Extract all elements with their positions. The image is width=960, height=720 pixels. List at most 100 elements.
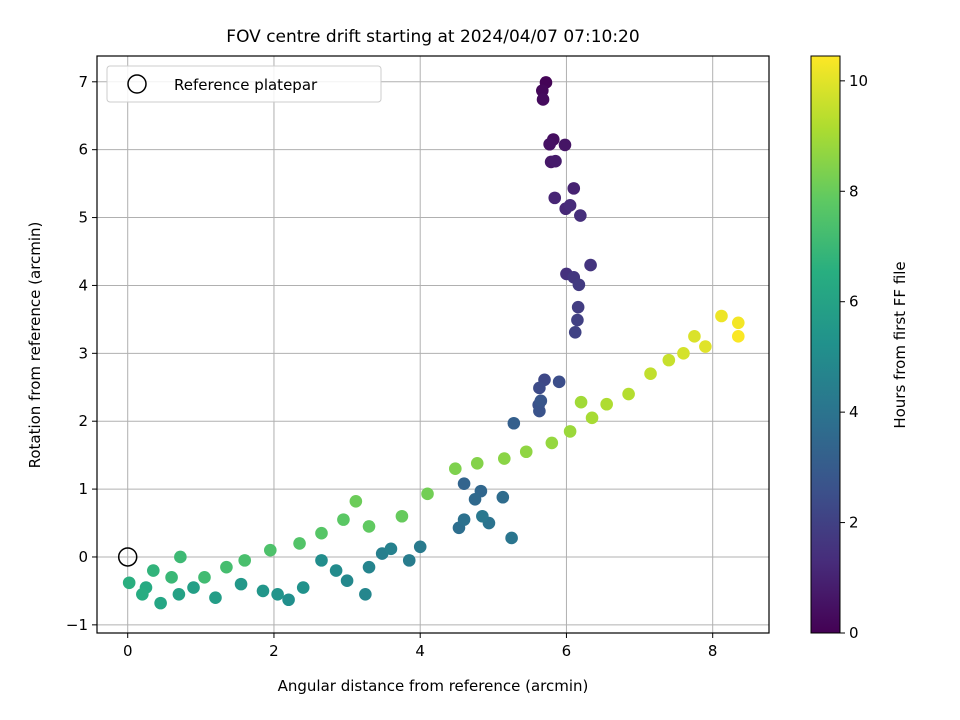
y-axis-ticks: −1 0 1 2 3 4 5 6 7	[66, 73, 97, 634]
data-point	[165, 571, 178, 584]
data-point	[296, 581, 310, 594]
data-point	[470, 456, 484, 470]
data-point	[549, 154, 562, 168]
data-point	[329, 564, 343, 577]
y-tick-label: −1	[66, 616, 88, 634]
data-point	[122, 576, 136, 590]
reference-platepar-marker	[117, 547, 138, 567]
data-point	[533, 381, 546, 395]
data-point	[600, 397, 613, 411]
data-point	[533, 404, 546, 418]
data-point	[572, 278, 586, 292]
colorbar-tick-label: 8	[849, 182, 859, 200]
colorbar-gradient	[810, 55, 841, 634]
data-point	[154, 596, 167, 610]
legend: Reference platepar	[106, 65, 382, 103]
x-tick-label: 6	[562, 642, 572, 660]
data-point	[536, 93, 550, 106]
data-point	[584, 258, 597, 272]
data-point	[574, 209, 587, 222]
y-tick-label: 2	[78, 412, 88, 430]
x-tick-label: 2	[269, 642, 279, 660]
data-point	[567, 182, 581, 195]
data-point	[234, 577, 248, 591]
data-point	[449, 462, 462, 476]
data-point	[505, 531, 518, 545]
chart-title: FOV centre drift starting at 2024/04/07 …	[226, 27, 639, 47]
data-point	[402, 554, 416, 567]
data-point	[558, 138, 572, 152]
data-point	[715, 309, 728, 323]
y-tick-label: 4	[78, 276, 88, 294]
data-point	[271, 588, 284, 601]
data-point	[238, 554, 252, 567]
colorbar-tick-label: 4	[849, 403, 859, 421]
data-point	[209, 591, 222, 605]
data-point	[384, 542, 398, 556]
data-point	[413, 540, 427, 554]
data-point	[395, 509, 409, 523]
data-point	[571, 300, 585, 314]
data-point	[519, 445, 533, 459]
data-point	[147, 564, 160, 577]
colorbar-tick-label: 0	[849, 624, 859, 642]
data-point	[563, 425, 577, 438]
data-point	[731, 330, 745, 343]
data-point	[622, 387, 635, 401]
data-point	[644, 367, 657, 380]
data-point	[362, 520, 376, 533]
data-point	[507, 416, 521, 430]
data-point	[282, 593, 295, 607]
data-point	[497, 452, 511, 465]
data-point	[496, 490, 510, 504]
data-point	[340, 574, 354, 588]
data-point	[187, 581, 200, 594]
data-point	[534, 394, 548, 408]
data-point	[337, 513, 350, 526]
data-point	[220, 560, 233, 574]
y-tick-label: 0	[78, 548, 88, 566]
data-point	[468, 492, 482, 506]
data-point	[552, 375, 566, 389]
data-point	[563, 199, 577, 212]
data-point	[293, 537, 306, 550]
data-point	[574, 395, 588, 409]
colorbar: 0 2 4 6 8 10 Hours from first FF file	[810, 55, 909, 642]
x-axis-ticks: 0 2 4 6 8	[123, 633, 718, 660]
legend-label: Reference platepar	[174, 76, 318, 94]
plot-frame	[96, 55, 770, 634]
data-point	[172, 588, 186, 601]
data-point	[548, 191, 562, 205]
data-point	[568, 325, 582, 339]
legend-marker-open-circle	[127, 74, 147, 94]
x-tick-label: 0	[123, 642, 133, 660]
y-axis-label: Rotation from reference (arcmin)	[26, 222, 44, 469]
x-tick-label: 4	[415, 642, 425, 660]
colorbar-tick-label: 6	[849, 293, 859, 311]
y-tick-label: 7	[78, 73, 88, 91]
data-point	[457, 477, 471, 490]
data-point	[688, 330, 701, 343]
data-point	[421, 487, 434, 501]
data-point	[315, 554, 328, 567]
x-tick-label: 8	[708, 642, 718, 660]
data-point	[731, 316, 745, 330]
y-tick-label: 5	[78, 209, 88, 227]
data-point	[476, 509, 489, 523]
data-point	[136, 588, 149, 601]
data-point	[359, 588, 372, 601]
colorbar-label: Hours from first FF file	[891, 261, 909, 428]
data-point	[677, 347, 690, 360]
data-point	[545, 436, 559, 450]
colorbar-ticks: 0 2 4 6 8 10	[840, 72, 868, 642]
data-point	[585, 411, 599, 425]
data-points	[122, 76, 745, 610]
data-point	[256, 584, 270, 598]
y-tick-label: 6	[78, 141, 88, 159]
data-point	[198, 571, 211, 584]
data-point	[174, 550, 187, 564]
data-point	[543, 137, 556, 151]
data-point	[315, 526, 328, 540]
legend-box	[106, 65, 382, 103]
